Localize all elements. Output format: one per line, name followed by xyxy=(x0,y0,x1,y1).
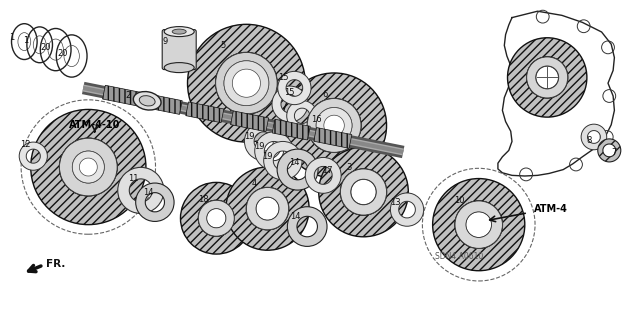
Polygon shape xyxy=(144,94,182,114)
Text: 13: 13 xyxy=(390,198,401,207)
Polygon shape xyxy=(102,85,141,106)
Text: 15: 15 xyxy=(278,73,288,82)
Text: 19: 19 xyxy=(254,142,264,151)
Text: 9: 9 xyxy=(163,37,168,46)
Text: 4: 4 xyxy=(252,179,257,188)
Text: 16: 16 xyxy=(312,115,322,124)
Text: ATM-4-10: ATM-4-10 xyxy=(69,120,120,131)
FancyBboxPatch shape xyxy=(162,30,196,70)
Text: 17: 17 xyxy=(323,166,333,175)
Ellipse shape xyxy=(164,63,194,73)
Text: 11: 11 xyxy=(128,174,138,183)
Text: 20: 20 xyxy=(41,43,51,52)
Text: 10: 10 xyxy=(454,196,465,205)
Text: 1: 1 xyxy=(23,36,28,45)
Ellipse shape xyxy=(164,27,194,36)
Text: 2: 2 xyxy=(125,92,131,100)
Text: ATM-4: ATM-4 xyxy=(534,204,568,214)
Text: 18: 18 xyxy=(198,196,209,204)
Text: 20: 20 xyxy=(58,49,68,58)
Text: 12: 12 xyxy=(20,140,31,149)
Text: SDN4 A0610: SDN4 A0610 xyxy=(435,252,483,261)
Ellipse shape xyxy=(172,29,186,34)
Text: 19: 19 xyxy=(244,132,255,141)
Text: 15: 15 xyxy=(284,88,294,97)
Text: 19: 19 xyxy=(262,152,273,161)
Text: 7: 7 xyxy=(612,148,617,157)
Text: 8: 8 xyxy=(586,136,591,145)
Text: 5: 5 xyxy=(220,41,225,50)
Text: 14: 14 xyxy=(143,188,154,197)
Text: 3: 3 xyxy=(346,164,351,172)
Text: 6: 6 xyxy=(323,90,328,99)
Text: 14: 14 xyxy=(291,212,301,221)
Text: 1: 1 xyxy=(9,33,14,42)
Polygon shape xyxy=(272,119,310,140)
Text: 14: 14 xyxy=(289,158,300,167)
Ellipse shape xyxy=(133,92,161,110)
Text: FR.: FR. xyxy=(46,259,65,269)
Polygon shape xyxy=(314,128,352,148)
Polygon shape xyxy=(230,111,269,132)
Polygon shape xyxy=(186,102,224,123)
Ellipse shape xyxy=(140,96,155,106)
